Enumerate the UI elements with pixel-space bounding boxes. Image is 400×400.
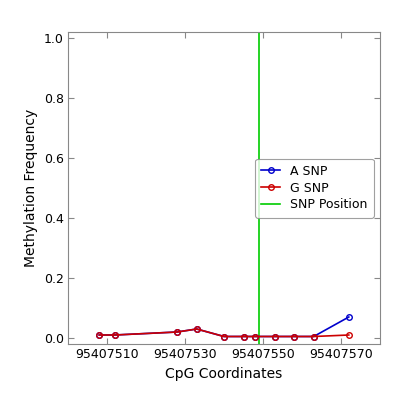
A SNP xyxy=(175,330,180,334)
Legend: A SNP, G SNP, SNP Position: A SNP, G SNP, SNP Position xyxy=(255,158,374,218)
G SNP xyxy=(272,334,277,339)
G SNP xyxy=(222,334,226,339)
A SNP xyxy=(311,334,316,339)
G SNP xyxy=(175,330,180,334)
A SNP xyxy=(272,334,277,339)
A SNP xyxy=(194,326,199,331)
A SNP xyxy=(97,333,102,338)
A SNP xyxy=(292,334,297,339)
A SNP xyxy=(253,334,258,339)
G SNP xyxy=(292,334,297,339)
G SNP xyxy=(346,333,351,338)
X-axis label: CpG Coordinates: CpG Coordinates xyxy=(165,367,283,381)
G SNP xyxy=(112,333,117,338)
A SNP xyxy=(346,314,351,319)
G SNP xyxy=(97,333,102,338)
G SNP xyxy=(311,334,316,339)
Y-axis label: Methylation Frequency: Methylation Frequency xyxy=(24,109,38,267)
G SNP xyxy=(253,334,258,339)
A SNP xyxy=(241,334,246,339)
A SNP xyxy=(112,333,117,338)
Line: G SNP: G SNP xyxy=(96,326,352,339)
Line: A SNP: A SNP xyxy=(96,314,352,339)
A SNP xyxy=(222,334,226,339)
G SNP xyxy=(241,334,246,339)
G SNP xyxy=(194,326,199,331)
